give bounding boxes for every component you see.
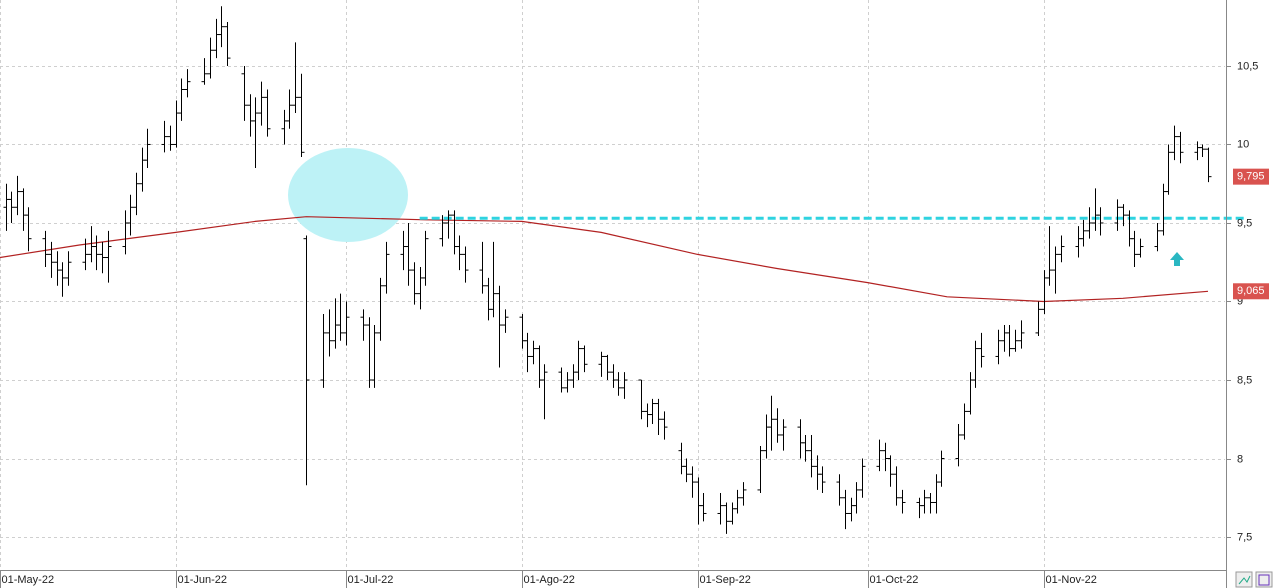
y-tick-label: 10 <box>1237 138 1249 150</box>
last-price-box <box>1233 168 1269 185</box>
highlight-ellipse <box>288 148 408 242</box>
last-price-label: 9,795 <box>1237 171 1265 183</box>
y-tick-label: 8 <box>1237 453 1243 465</box>
y-tick-label: 7,5 <box>1237 531 1252 543</box>
x-tick-label: 01-Oct-22 <box>870 574 919 586</box>
x-tick-label: 01-Ago-22 <box>524 574 575 586</box>
x-tick-label: 01-Jun-22 <box>178 574 228 586</box>
scroll-icon <box>1238 575 1251 585</box>
scroll-button[interactable] <box>1235 571 1253 588</box>
save-icon <box>1258 574 1270 586</box>
x-tick-label: 01-Jul-22 <box>348 574 394 586</box>
y-tick-label: 9,5 <box>1237 217 1252 229</box>
last-price-label: 9,065 <box>1237 285 1265 297</box>
last-price-box <box>1233 283 1269 300</box>
x-tick-label: 01-Nov-22 <box>1046 574 1097 586</box>
y-tick-label: 9 <box>1237 295 1243 307</box>
up-arrow <box>1170 252 1184 266</box>
moving-average <box>0 216 1209 303</box>
axes: 10,5 10 9,5 9 8,5 8 7,5 01-May-22 01-Jun-22 01-Ju… <box>0 60 1269 588</box>
x-tick-label: 01-Sep-22 <box>700 574 751 586</box>
y-tick-label: 8,5 <box>1237 374 1252 386</box>
save-button[interactable] <box>1255 571 1273 588</box>
y-tick-label: 10,5 <box>1237 60 1258 72</box>
x-tick-label: 01-May-22 <box>2 574 55 586</box>
plot <box>0 6 1245 534</box>
